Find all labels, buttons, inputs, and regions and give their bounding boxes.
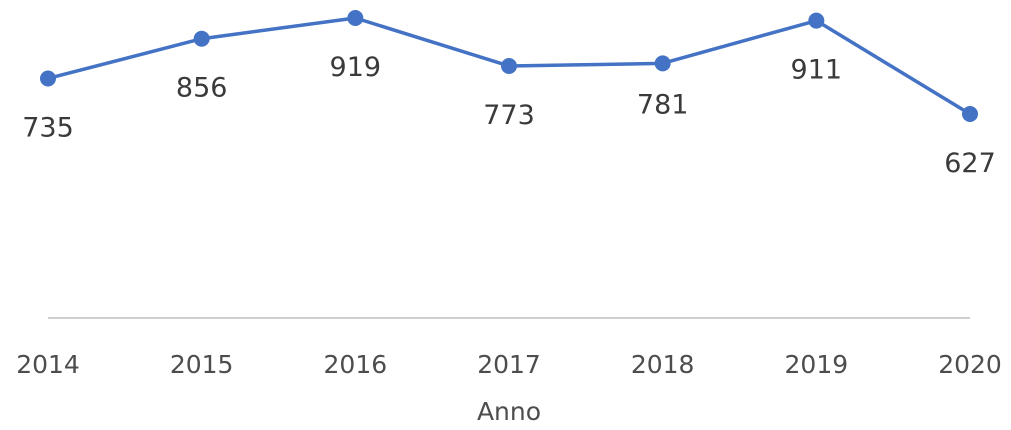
data-label-2017: 773 (483, 100, 535, 131)
x-tick-labels: 2014 2015 2016 2017 2018 2019 2020 (16, 350, 1002, 379)
data-label-2018: 781 (637, 89, 689, 120)
data-point-2018 (654, 55, 671, 72)
x-axis-title: Anno (477, 397, 541, 426)
data-labels: 735 856 919 773 781 911 627 (22, 52, 996, 179)
x-tick-label-2018: 2018 (631, 350, 695, 379)
data-point-2016 (347, 10, 364, 26)
x-tick-label-2017: 2017 (477, 350, 541, 379)
data-point-2017 (501, 58, 517, 74)
data-label-2016: 919 (330, 52, 382, 83)
x-tick-label-2016: 2016 (324, 350, 388, 379)
data-label-2020: 627 (944, 148, 996, 179)
x-tick-label-2015: 2015 (170, 350, 234, 379)
data-label-2014: 735 (22, 112, 74, 143)
data-label-2019: 911 (791, 55, 843, 86)
data-label-2015: 856 (176, 73, 228, 104)
data-point-2019 (808, 12, 825, 29)
data-point-2020 (962, 106, 978, 122)
data-points (40, 10, 978, 122)
data-point-2015 (193, 30, 210, 47)
x-tick-label-2014: 2014 (16, 350, 80, 379)
data-point-2014 (40, 70, 56, 87)
x-tick-label-2020: 2020 (938, 350, 1002, 379)
x-tick-label-2019: 2019 (785, 350, 849, 379)
